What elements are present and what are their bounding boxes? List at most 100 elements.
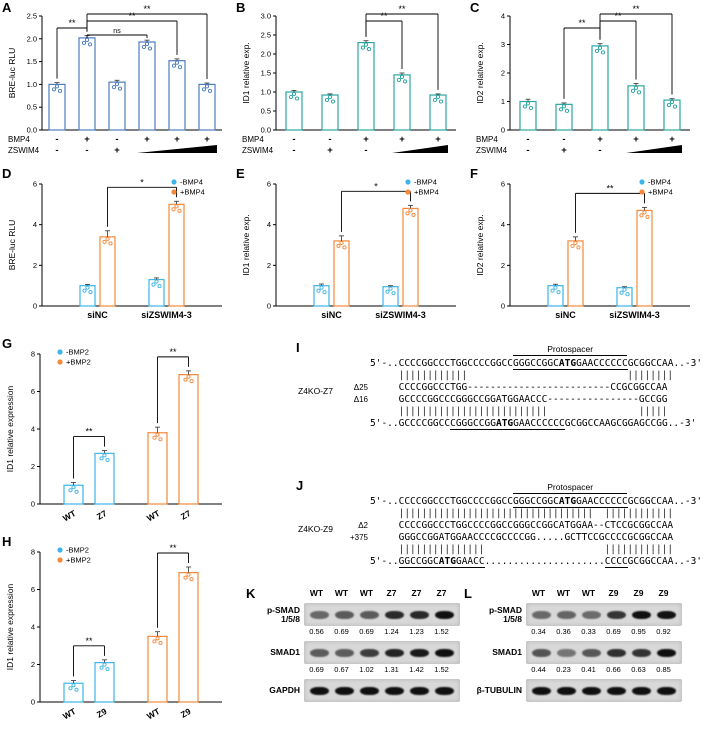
z9-sequence-alignment: Protospacer 5'-..CCCCGGCCCTGGCCCCGGCCGGGC… (296, 482, 704, 568)
panel-label-b: B (236, 0, 246, 15)
data-point (363, 42, 369, 47)
lane-label: WT (359, 588, 374, 598)
z9-western-blot: WT WT WT Z9 Z9 Z9 p-SMAD 1/5/8 0.34 0.36 0.33 0.69 0… (464, 588, 704, 702)
protein-band (385, 686, 404, 695)
data-point (88, 290, 93, 295)
z7-western-blot: WT WT WT Z7 Z7 Z7 p-SMAD 1/5/8 0.56 0.69 0.69 1.24 1… (246, 588, 466, 702)
condition-mark: + (399, 134, 405, 145)
blot-image (304, 641, 460, 664)
condition-mark: + (84, 134, 90, 145)
data-point (573, 240, 578, 245)
data-point (154, 279, 159, 284)
alignment-pipes: |||||||||||||||||||||||||| ||||| (370, 406, 668, 417)
data-point (141, 44, 147, 50)
y-tick-label: 0.0 (27, 126, 37, 135)
data-point (408, 208, 413, 213)
data-point (402, 79, 408, 84)
data-point (553, 285, 558, 290)
protospacer-label: Protospacer (513, 344, 628, 356)
sequence-text: 5'-..CCCCGGCCCTGGCCCCGGCCGGGCCGGCATGGAAC… (370, 496, 703, 508)
y-tick-label: 2 (31, 462, 35, 471)
protein-band (557, 648, 576, 657)
data-point (669, 100, 675, 105)
band-quantification: 0.63 (631, 665, 646, 674)
data-point (619, 290, 624, 295)
protein-label: p-SMAD 1/5/8 (266, 604, 300, 624)
protein-band (410, 610, 429, 619)
legend-marker (639, 179, 645, 185)
data-point (189, 577, 194, 582)
id1-sirna-chart: 0 2 4 6 ID1 relative exp. siNC siZSWIM4-3 * -BMP… (240, 172, 464, 333)
condition-row-name: BMP4 (476, 135, 498, 144)
band-quantification: 0.92 (656, 627, 671, 636)
bar (627, 85, 645, 131)
y-tick-label: 4 (267, 220, 271, 229)
chart-canvas: 0 2 4 6 BRE-luc RLU siNC siZSWIM4-3 * -BMP4+BMP4 (7, 177, 222, 320)
significance-label: ** (85, 636, 93, 646)
protein-band (335, 686, 354, 695)
lane-label: WT (556, 588, 571, 598)
y-tick-label: 2.5 (27, 12, 37, 21)
protein-band (557, 610, 576, 619)
y-tick-label: 0 (31, 698, 35, 707)
y-tick-label: 0 (31, 500, 35, 509)
condition-mark: - (364, 145, 367, 156)
protein-band (657, 610, 676, 619)
bar (663, 99, 681, 131)
legend-label: +BMP4 (180, 188, 205, 197)
data-point (207, 88, 213, 93)
x-tick-label: WT (145, 508, 162, 524)
protein-band (532, 686, 551, 695)
panel-label-j: J (296, 478, 304, 493)
y-tick-label: 4 (501, 12, 505, 21)
data-point (330, 99, 336, 104)
y-tick-label: 1.0 (27, 80, 37, 89)
bar (147, 432, 168, 505)
panel-d: D 0 2 4 6 BRE-luc RLU siNC siZSWIM4-3 * -BMP4 +BM… (2, 166, 234, 332)
x-tick-label: Z9 (95, 706, 109, 720)
data-point (152, 639, 157, 644)
y-tick-label: 1.5 (261, 69, 271, 78)
data-point (157, 284, 162, 289)
data-point (74, 687, 79, 692)
lane-label: Z9 (658, 588, 669, 598)
y-tick-label: 8 (31, 548, 35, 557)
y-tick-label: 0.5 (261, 107, 271, 116)
protein-band (607, 686, 626, 695)
panel-label-i: I (296, 340, 300, 355)
panel-a: A 0.0 0.5 1.0 1.5 2.0 2.5 BRE-luc RLU ** ** ** ns B… (2, 0, 234, 164)
significance-label: ** (632, 4, 640, 14)
protein-label: p-SMAD 1/5/8 (488, 604, 522, 624)
protospacer-label: Protospacer (513, 482, 628, 494)
condition-mark: - (292, 134, 295, 145)
protein-label: β-TUBULIN (476, 685, 522, 695)
protein-band (335, 648, 354, 657)
blot-image (526, 603, 682, 626)
band-quantification: 0.69 (334, 627, 349, 636)
legend-label: +BMP4 (648, 188, 673, 197)
id1-z9-chart: 0 2 4 6 8 ID1 relative expression ** ** WT Z9 WT Z9… (4, 540, 230, 734)
data-point (144, 41, 150, 47)
data-point (294, 96, 300, 101)
chart-canvas: 0 2 4 6 8 ID1 relative expression ** ** WT Z7 WT Z7… (5, 347, 222, 524)
bar (178, 572, 199, 703)
protein-band (410, 648, 429, 657)
y-tick-label: 2 (501, 261, 505, 270)
condition-mark: + (633, 134, 639, 145)
y-tick-label: 0.5 (27, 103, 37, 112)
data-point (147, 46, 153, 51)
data-point (633, 85, 639, 90)
data-point (102, 453, 107, 458)
band-quantification: 0.69 (359, 627, 374, 636)
blot-image (526, 679, 682, 702)
bar (198, 83, 216, 131)
y-tick-label: 2 (501, 69, 505, 78)
protein-band (360, 648, 379, 657)
data-point (102, 239, 107, 244)
condition-row-name: ZSWIM4 (8, 146, 40, 155)
chart-canvas: 0 2 4 6 ID2 relative exp. siNC siZSWIM4-3 ** -BM… (475, 178, 690, 320)
data-point (74, 489, 79, 494)
data-point (51, 87, 57, 92)
dose-wedge-icon (626, 145, 682, 153)
